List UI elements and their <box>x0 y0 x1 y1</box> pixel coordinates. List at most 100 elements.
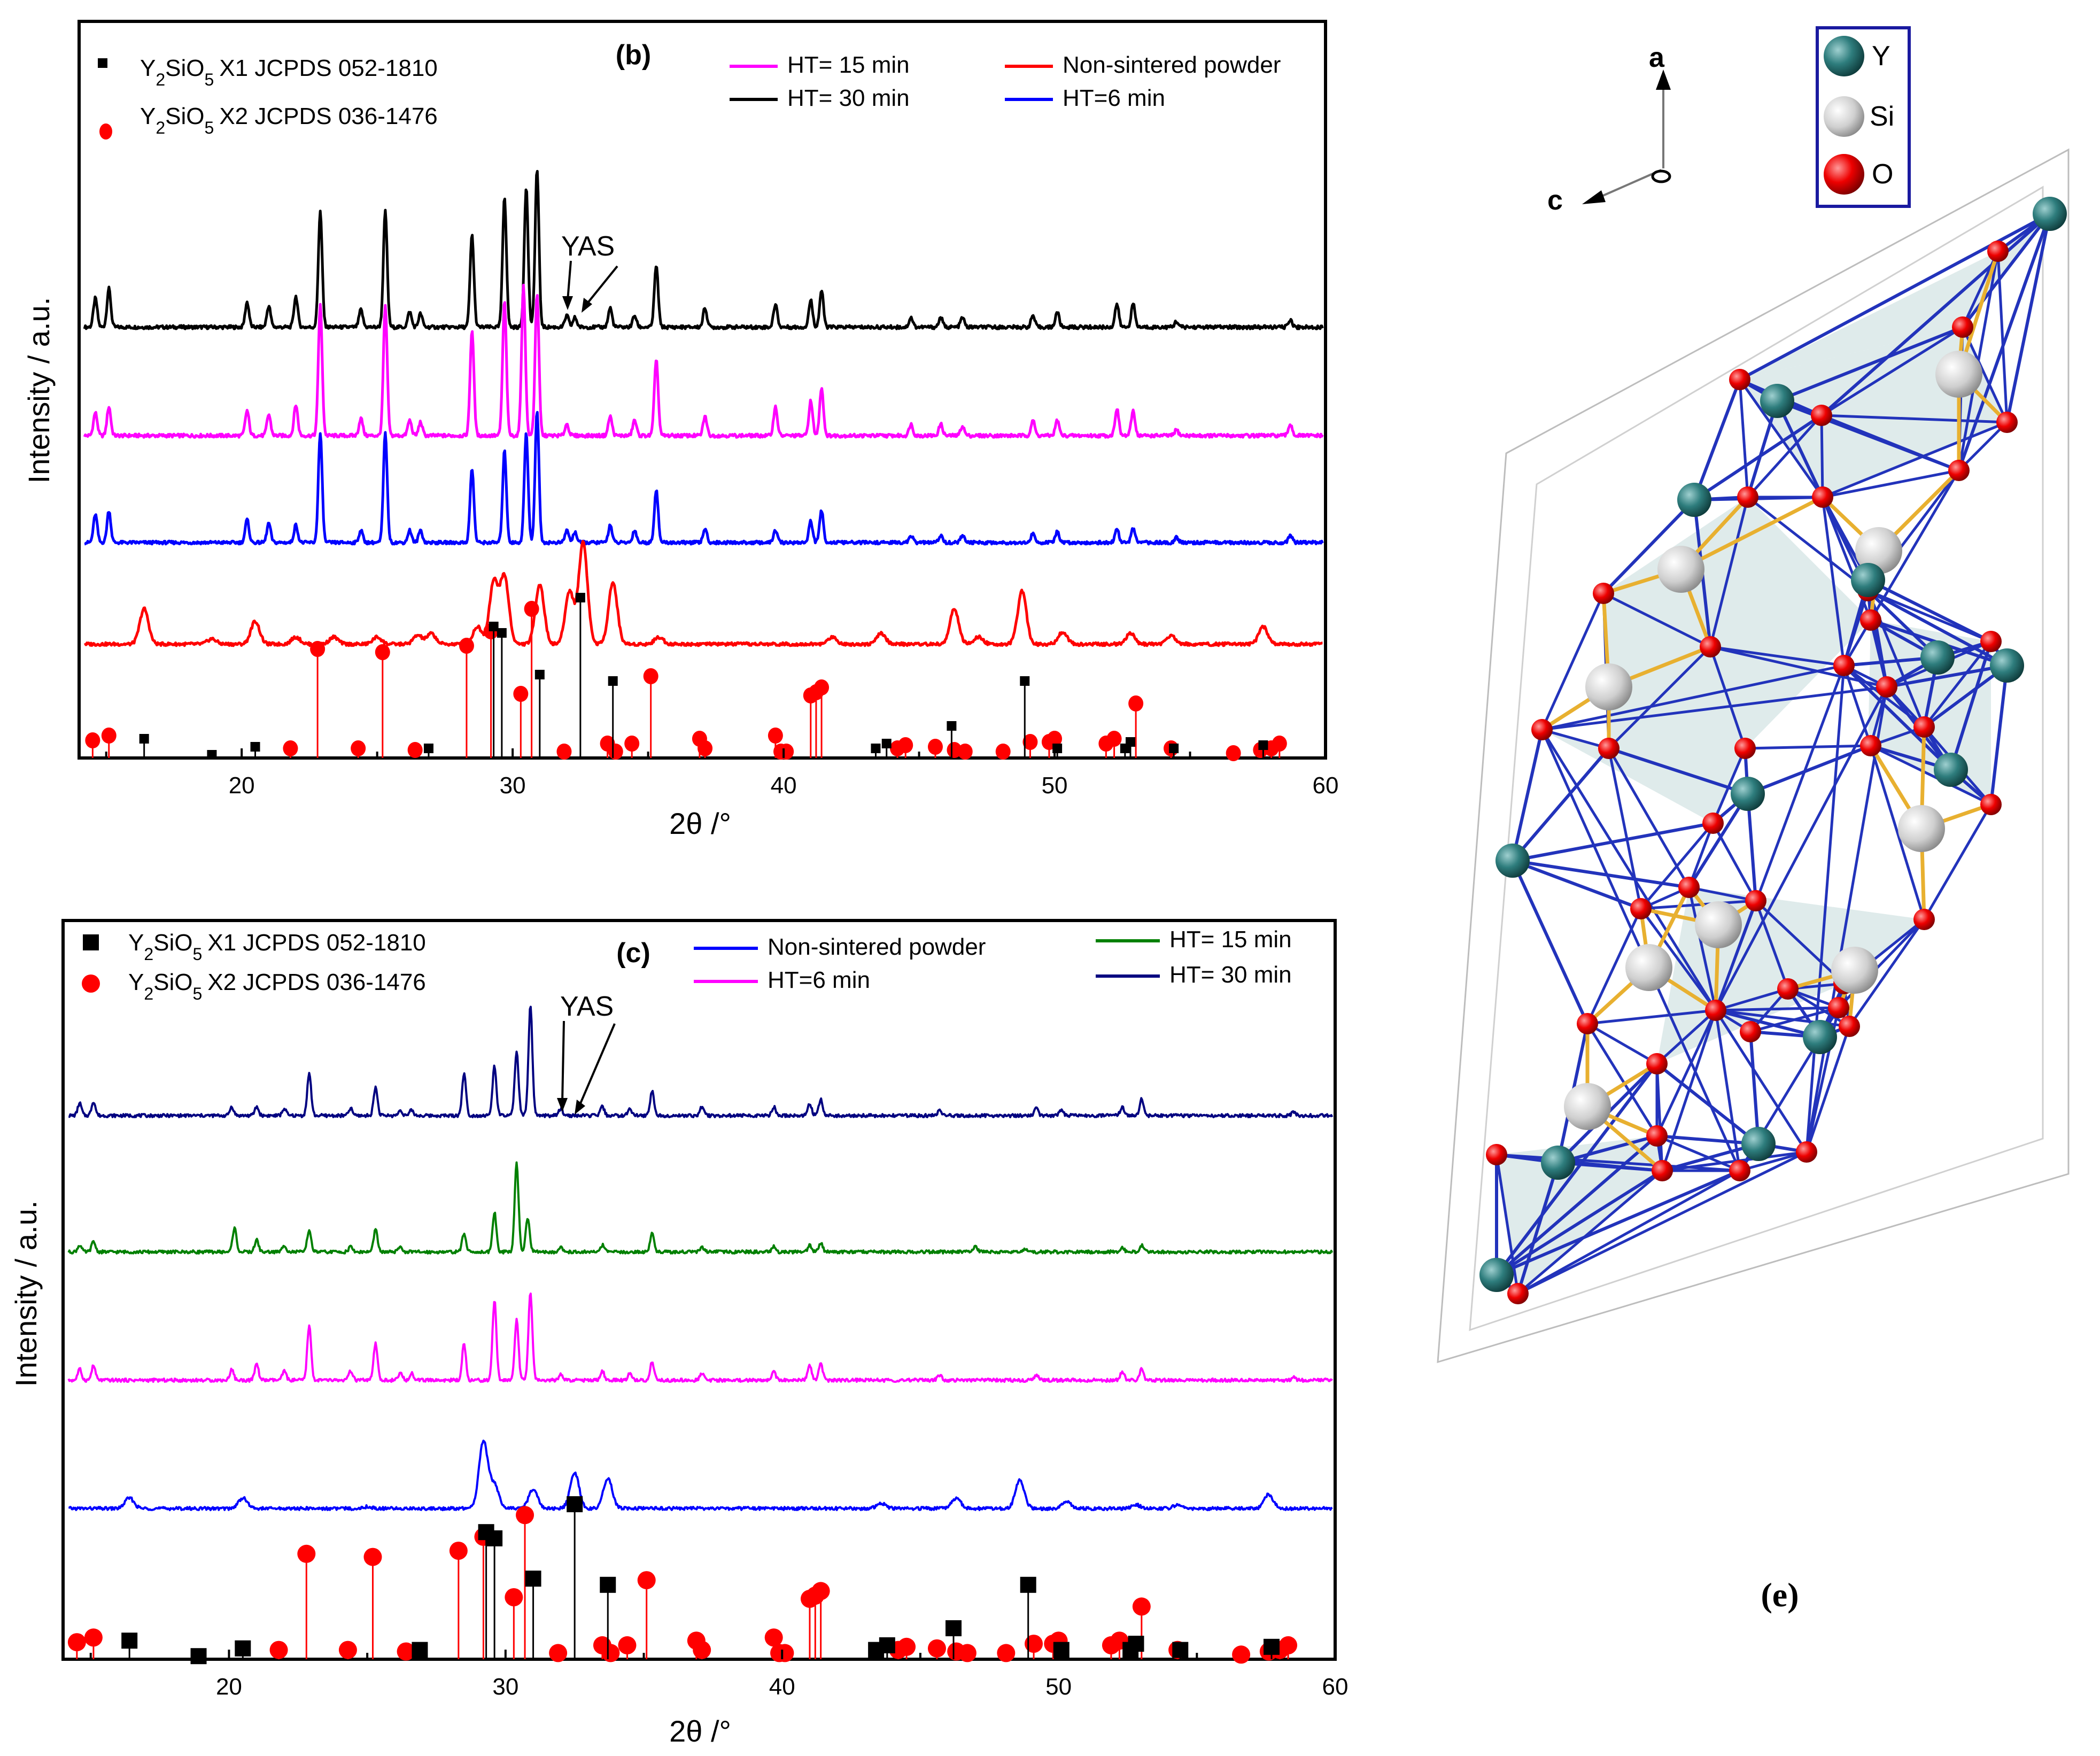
ref-x2-marker <box>407 742 423 758</box>
polyhedron-edge <box>1709 646 1747 749</box>
ref-x1-marker <box>1258 740 1268 750</box>
ref-x2-marker <box>814 679 830 695</box>
ref-x1-marker <box>486 1530 503 1546</box>
ref-x2-marker <box>693 1641 711 1659</box>
yttrium-atom <box>1934 753 1968 787</box>
x-tick-label: 30 <box>500 772 526 799</box>
ref-x1-marker <box>879 1637 895 1653</box>
y-axis-label-b: Intensity / a.u. <box>22 297 56 484</box>
legend-label: HT= 30 min <box>1169 962 1292 988</box>
legend-x2-c: Y2SiO5 X2 JCPDS 036-1476 <box>128 969 426 1003</box>
oxygen-atom <box>1678 877 1700 898</box>
polyhedron-edge <box>1607 747 1691 888</box>
ref-x2-marker <box>338 1641 357 1659</box>
oxygen-atom <box>1737 486 1758 508</box>
legend-label: HT=6 min <box>768 967 870 993</box>
polyhedron-edge <box>1587 1009 1716 1025</box>
polyhedron-edge <box>1738 379 1749 498</box>
oxygen-atom <box>1980 794 2002 815</box>
yas-annotation-c: YAS <box>560 991 614 1022</box>
axis-c-label: c <box>1547 185 1563 216</box>
yttrium-atom <box>1803 1020 1837 1054</box>
x-tick-label: 20 <box>216 1674 242 1700</box>
panel-label-e: (e) <box>1761 1576 1799 1614</box>
series-ht-6-min-b <box>84 411 1324 546</box>
y-o-bond <box>1989 665 2009 805</box>
ref-x2-marker <box>618 1636 637 1654</box>
ref-x1-marker <box>1020 1576 1036 1593</box>
y-o-bond <box>1495 1134 1658 1277</box>
oxygen-atom <box>1593 583 1614 604</box>
yas-arrow <box>578 1023 616 1108</box>
ref-x2-marker <box>67 1633 86 1652</box>
legend-x1-c: Y2SiO5 X1 JCPDS 052-1810 <box>128 930 426 964</box>
yttrium-atom <box>1990 648 2024 683</box>
polyhedron-edge <box>1710 645 1845 667</box>
ref-x2-marker <box>957 744 973 760</box>
ref-x2-marker <box>513 686 529 702</box>
series-ht-30-min-c <box>68 1005 1334 1118</box>
y-o-bond <box>1495 1169 1663 1277</box>
polyhedron-edge <box>1714 1009 1808 1153</box>
polyhedron-edge <box>1688 886 1756 902</box>
silicon-atom <box>1695 901 1742 948</box>
polyhedron-edge <box>1640 899 1756 910</box>
yas-arrowhead <box>575 1100 585 1115</box>
yas-annotation-b: YAS <box>561 231 615 262</box>
ref-x2-marker <box>811 1582 830 1600</box>
ref-x1-marker <box>423 744 433 753</box>
plot-frame-b <box>78 20 1327 760</box>
y-o-bond <box>1608 747 1748 795</box>
legend-label: Non-sintered powder <box>1063 52 1281 78</box>
polyhedron-edge <box>1869 469 1960 621</box>
polyhedron-edge <box>1870 744 1992 806</box>
ref-x2-marker <box>1279 1636 1298 1654</box>
x-tick-label: 30 <box>492 1674 518 1700</box>
oxygen-atom <box>1630 898 1652 919</box>
ref-x2-marker <box>898 737 913 753</box>
yttrium-atom <box>1920 640 1955 675</box>
oxygen-atom <box>1828 997 1849 1018</box>
ref-x2-marker <box>1132 1597 1151 1616</box>
ref-x2-marker <box>927 1639 946 1658</box>
polyhedron-edge <box>1661 1010 1717 1171</box>
ref-x2-marker <box>524 601 539 617</box>
polyhedron-edge <box>1639 908 1717 1011</box>
oxygen-atom <box>1486 1144 1507 1165</box>
ref-x1-marker <box>946 1620 962 1636</box>
ref-x2-marker <box>643 668 658 684</box>
legend-y-label: Y <box>1872 41 1890 72</box>
ref-x2-marker <box>1022 734 1038 750</box>
ref-x2-marker <box>269 1641 288 1659</box>
yttrium-atom <box>1541 1146 1575 1180</box>
polyhedron-edge <box>1747 496 1869 592</box>
ref-x1-marker <box>121 1633 138 1649</box>
silicon-atom <box>1625 944 1672 991</box>
y-axis-label-c: Intensity / a.u. <box>9 1201 43 1387</box>
oxygen-atom <box>1833 655 1855 676</box>
polyhedron-edge <box>1540 729 1717 1011</box>
ref-x2-marker <box>958 1644 977 1662</box>
polyhedron-edge <box>1496 1153 1740 1172</box>
oxygen-atom <box>1700 636 1721 657</box>
silicon-atom <box>1831 947 1878 994</box>
ref-x1-marker <box>412 1642 428 1658</box>
y-o-bond <box>1923 664 2008 729</box>
oxygen-atom <box>1987 241 2009 262</box>
polyhedron-edge <box>1495 1154 1520 1294</box>
y-o-bond <box>1957 213 2051 471</box>
ref-x1-marker <box>567 1496 583 1512</box>
polyhedron-edge <box>1867 589 1991 643</box>
ref-x2-marker <box>556 744 572 760</box>
series-non-sintered-powder-c <box>68 1440 1333 1511</box>
legend-label: HT= 30 min <box>787 85 910 111</box>
ref-x1-marker <box>525 1571 541 1587</box>
y-o-bond <box>1949 641 1993 770</box>
polyhedron-edge <box>1821 497 1846 666</box>
polyhedron-edge <box>1805 686 1888 1152</box>
polyhedron-edge <box>1656 1009 1717 1065</box>
legend-x2-b: Y2SiO5 X2 JCPDS 036-1476 <box>140 103 438 137</box>
ref-x1-marker <box>489 622 499 631</box>
polyhedron-edge <box>1710 645 1887 689</box>
ref-x1-marker <box>139 734 149 744</box>
